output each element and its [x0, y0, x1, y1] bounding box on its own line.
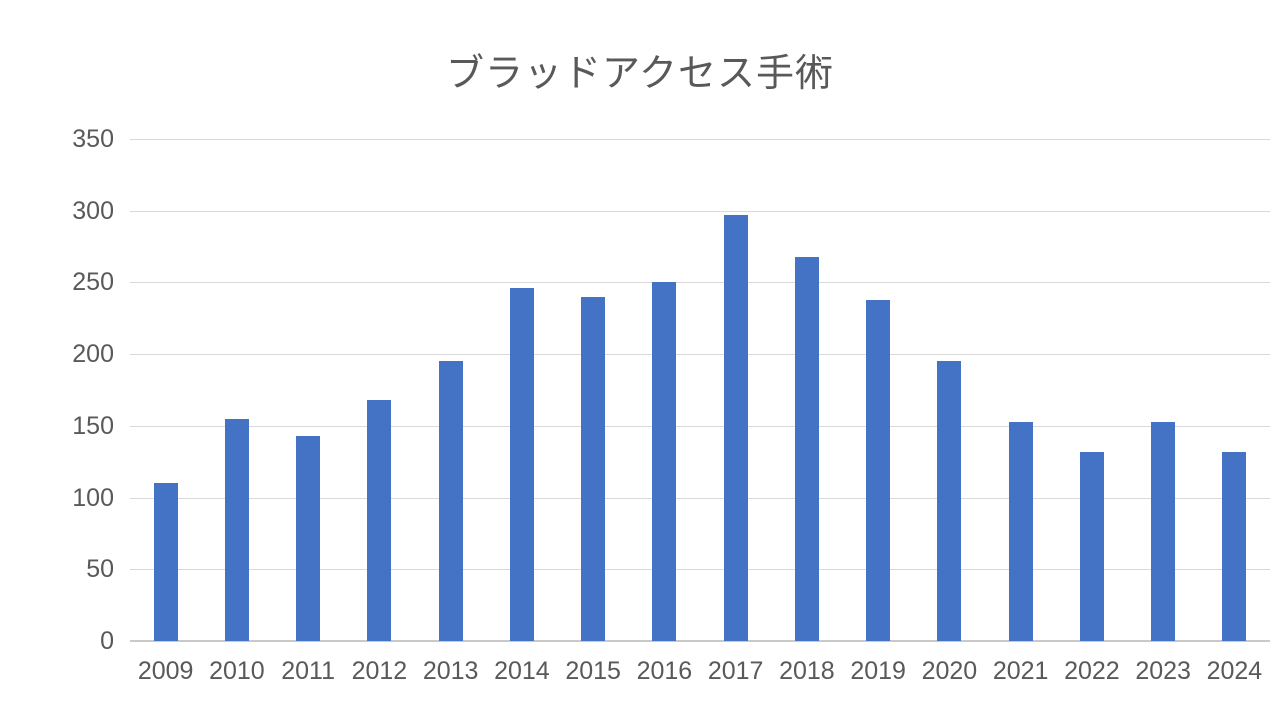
y-tick-label-200: 200 — [72, 340, 114, 369]
gridline-100 — [130, 497, 1270, 499]
gridline-50 — [130, 569, 1270, 571]
gridline-350 — [130, 139, 1270, 140]
bar-2017[interactable] — [723, 215, 748, 641]
x-tick-label-2024: 2024 — [1206, 657, 1263, 685]
y-tick-label-50: 50 — [86, 555, 114, 584]
x-tick-label-2011: 2011 — [281, 657, 335, 685]
gridline-200 — [130, 354, 1270, 356]
y-tick-label-100: 100 — [72, 483, 114, 512]
bar-2013[interactable] — [438, 361, 463, 641]
x-tick-label-2015: 2015 — [565, 657, 621, 685]
x-tick-label-2021: 2021 — [992, 657, 1049, 685]
gridline-250 — [130, 282, 1270, 284]
x-tick-label-2023: 2023 — [1135, 657, 1191, 685]
x-tick-label-2019: 2019 — [850, 657, 906, 685]
bar-2020[interactable] — [937, 361, 962, 641]
bar-2024[interactable] — [1222, 451, 1247, 641]
bar-2021[interactable] — [1008, 421, 1033, 641]
x-tick-label-2014: 2014 — [494, 657, 550, 685]
gridline-150 — [130, 425, 1270, 427]
bar-2018[interactable] — [794, 256, 819, 641]
bar-2015[interactable] — [581, 296, 606, 641]
x-tick-label-2022: 2022 — [1064, 657, 1120, 685]
y-tick-label-350: 350 — [72, 125, 114, 153]
bar-2010[interactable] — [224, 418, 249, 641]
x-tick-label-2017: 2017 — [707, 657, 764, 685]
bar-2009[interactable] — [153, 483, 178, 641]
bar-2014[interactable] — [509, 288, 534, 641]
bar-2023[interactable] — [1151, 421, 1176, 641]
chart-title: ブラッドアクセス手術 — [445, 53, 835, 95]
x-tick-label-2020: 2020 — [921, 657, 978, 685]
y-tick-label-300: 300 — [72, 196, 114, 225]
x-tick-label-2012: 2012 — [351, 657, 408, 685]
bar-2011[interactable] — [296, 435, 321, 641]
bar-2012[interactable] — [367, 400, 392, 641]
x-tick-label-2013: 2013 — [422, 657, 479, 685]
x-tick-label-2016: 2016 — [636, 657, 693, 685]
x-axis-line — [130, 640, 1270, 642]
y-tick-label-250: 250 — [72, 268, 114, 297]
bar-2019[interactable] — [866, 299, 891, 641]
plot-area — [130, 139, 1270, 642]
gridline-300 — [130, 210, 1270, 212]
x-tick-label-2018: 2018 — [779, 657, 835, 685]
y-tick-label-150: 150 — [72, 411, 114, 440]
bar-2016[interactable] — [652, 282, 677, 641]
x-tick-label-2009: 2009 — [137, 657, 194, 685]
bar-2022[interactable] — [1079, 451, 1104, 641]
y-tick-label-0: 0 — [100, 627, 114, 655]
x-tick-label-2010: 2010 — [209, 657, 265, 685]
